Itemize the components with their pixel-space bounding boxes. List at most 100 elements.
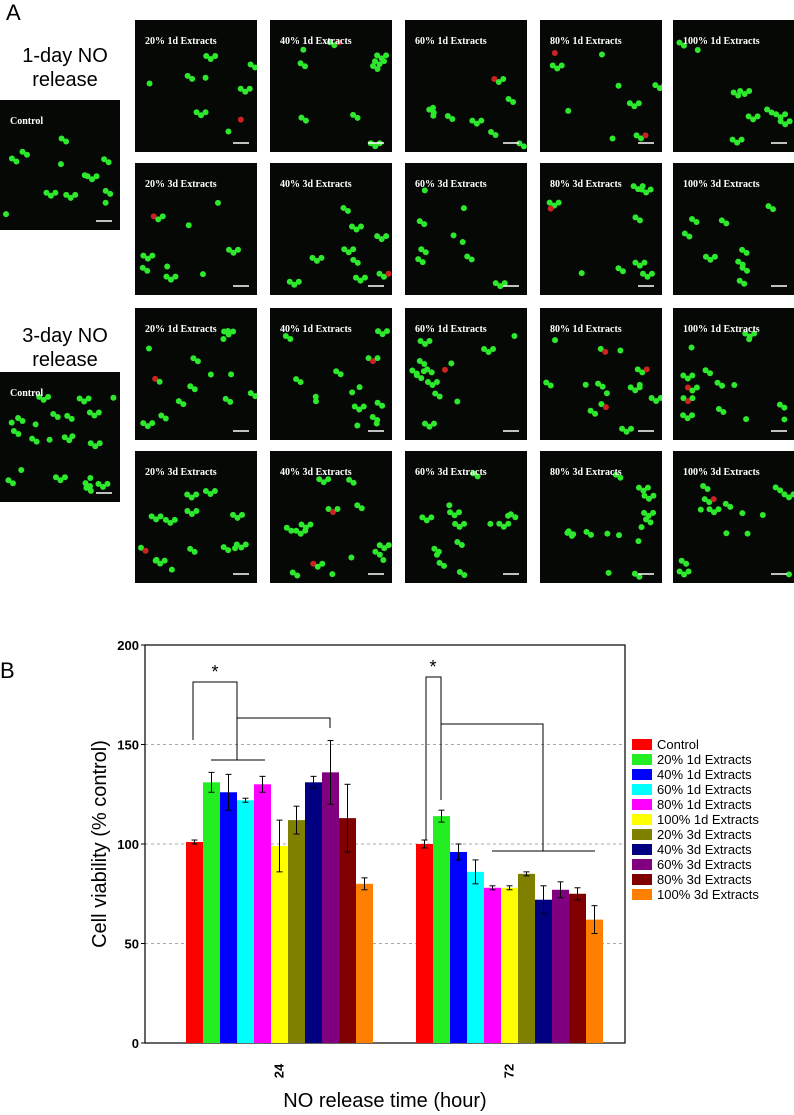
cells [283,476,392,579]
y-axis-title: Cell viability (% control) [89,740,111,948]
row-label: 1-day NO release [22,45,108,91]
cell [419,514,426,521]
micrograph: 80% 3d Extracts [540,163,662,295]
cell [516,140,523,147]
cell [61,474,68,481]
cell [429,382,436,389]
cell [441,366,448,373]
cell [421,221,428,228]
cell [233,541,240,548]
cell [711,253,718,260]
bar [416,844,433,1043]
image-caption: 60% 1d Extracts [415,324,487,335]
cell [680,42,687,49]
cell [446,502,453,509]
cell [190,355,197,362]
cell [376,551,383,558]
cell [738,136,745,143]
cells [146,53,257,144]
cell [237,85,244,92]
cell [211,488,218,495]
bar [501,887,518,1043]
cell [307,521,314,528]
cell [155,216,162,223]
cell [743,249,750,256]
image-caption: Control [10,116,44,127]
cell [639,270,646,277]
cell [615,82,622,89]
cell [678,557,685,564]
cell [745,113,752,120]
error-bar [208,771,215,793]
cell [82,480,89,487]
cells [543,337,662,435]
cell [283,524,290,531]
cell [551,50,558,57]
cell [107,190,114,197]
cell [225,547,232,554]
cell [314,563,321,570]
bar [237,800,254,1043]
cell [684,415,691,422]
plot-frame [144,644,626,1044]
significance-bracket [192,681,238,760]
cell [383,52,390,59]
cell [341,246,348,253]
cell [501,280,508,287]
cell [149,420,156,427]
cell [158,412,165,419]
cell [781,404,788,411]
cell [374,355,381,362]
cell [436,393,443,400]
cells [286,204,392,288]
cell [681,230,688,237]
cell [202,109,209,116]
cell [418,375,425,382]
cell [583,528,590,535]
cell [418,246,425,253]
cell [289,569,296,576]
cell [376,542,383,549]
cell [379,402,386,409]
cell [180,401,187,408]
cell [228,371,235,378]
cells [282,328,391,432]
cell [350,246,357,253]
cell [681,571,688,578]
cell [227,398,234,405]
cell [33,438,40,445]
cell [319,560,326,567]
cell [95,480,102,487]
legend-label: Control [657,737,699,752]
cell [555,199,562,206]
cell [238,544,245,551]
cell [612,471,619,478]
cell [447,509,454,516]
cell [207,371,214,378]
cell [225,128,232,135]
cell [357,223,364,230]
cell [711,509,718,516]
cell [68,415,75,422]
cell [426,423,433,430]
micrograph: 100% 3d Extracts [673,163,794,295]
cell [650,492,657,499]
cell [84,173,91,180]
cell [295,278,302,285]
cell [635,186,642,193]
x-tick-label: 24 [272,1063,287,1078]
cell [54,413,61,420]
cell [293,527,300,534]
error-bar [472,859,479,885]
cell [636,217,643,224]
cell [385,542,392,549]
cell [419,259,426,266]
micrograph: 40% 1d Extracts [270,20,392,152]
cell [785,494,792,501]
cells [681,203,787,287]
bar [535,899,552,1043]
cell [741,91,748,98]
cell [644,273,651,280]
cell [456,569,463,576]
cell [739,510,746,517]
